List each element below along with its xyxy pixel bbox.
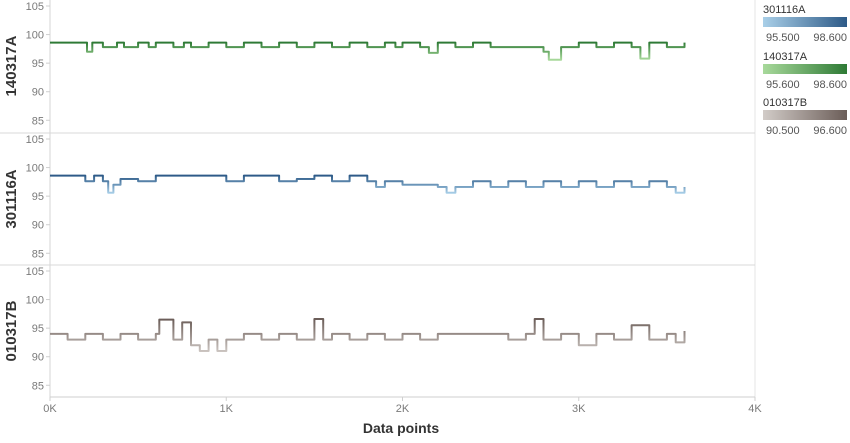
y-tick-label: 105 <box>26 1 44 13</box>
row-label-010317b: 010317B <box>3 300 20 361</box>
x-tick-label: 2K <box>396 403 410 415</box>
legend-max-label: 98.600 <box>813 79 847 91</box>
y-tick-label: 90 <box>32 87 44 99</box>
legend-max-label: 96.600 <box>813 125 847 137</box>
row-label-140317a: 140317A <box>3 35 20 96</box>
series-line-010317b <box>50 318 686 352</box>
x-tick-label: 4K <box>748 403 762 415</box>
y-tick-label: 90 <box>32 220 44 232</box>
legend-title: 010317B <box>763 97 807 109</box>
x-tick-label: 1K <box>220 403 234 415</box>
legend-010317b: 010317B 90.500 96.600 <box>763 97 847 137</box>
legend-min-label: 90.500 <box>766 125 800 137</box>
legend-color-ramp <box>763 110 847 120</box>
legend-title: 301116A <box>763 4 806 16</box>
y-tick-label: 105 <box>26 266 44 278</box>
legend-color-ramp <box>763 64 847 74</box>
legend-301116a: 301116A 95.500 98.600 <box>763 4 847 44</box>
y-tick-label: 85 <box>32 115 44 127</box>
panel-301116a: 85 90 95 100 105 301116A <box>0 132 755 260</box>
y-tick-label: 95 <box>32 191 44 203</box>
y-tick-label: 85 <box>32 248 44 260</box>
legend-title: 140317A <box>763 51 808 63</box>
series-line-301116a <box>50 174 686 194</box>
y-tick-label: 100 <box>26 295 44 307</box>
y-tick-label: 95 <box>32 58 44 70</box>
y-tick-label: 95 <box>32 323 44 335</box>
y-tick-label: 100 <box>26 30 44 42</box>
legend-140317a: 140317A 95.600 98.600 <box>763 51 847 91</box>
legend: 301116A 95.500 98.600 140317A 95.600 98.600 01… <box>763 4 847 137</box>
y-tick-label: 90 <box>32 352 44 364</box>
y-tick-label: 105 <box>26 134 44 146</box>
panel-140317a: 85 90 95 100 105 140317A <box>3 1 686 127</box>
row-label-301116a: 301116A <box>3 169 20 228</box>
legend-min-label: 95.600 <box>766 79 800 91</box>
legend-max-label: 98.600 <box>813 32 847 44</box>
plot-area: 859095100105140317A859095100105301116A85… <box>0 0 762 415</box>
panel-010317b: 85 90 95 100 105 010317B <box>0 264 755 392</box>
y-tick-label: 100 <box>26 163 44 175</box>
y-tick-label: 85 <box>32 380 44 392</box>
x-tick-label: 0K <box>43 403 57 415</box>
x-tick-label: 3K <box>572 403 586 415</box>
series-line-140317a <box>50 41 686 61</box>
legend-color-ramp <box>763 17 847 27</box>
x-axis-title: Data points <box>363 420 439 436</box>
legend-min-label: 95.500 <box>766 32 800 44</box>
